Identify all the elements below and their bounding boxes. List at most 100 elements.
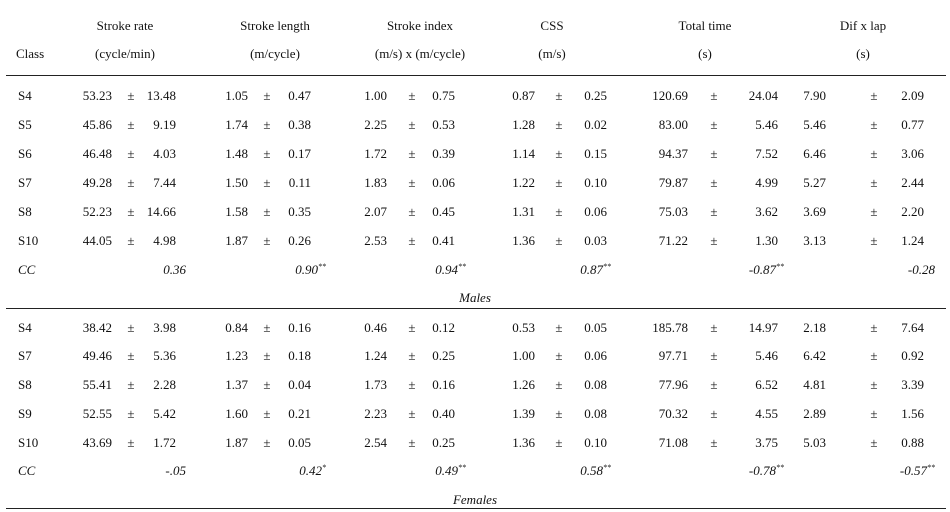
- sd-value: 0.12: [432, 320, 455, 335]
- sd-value: 0.88: [901, 435, 924, 450]
- sd-value: 1.72: [153, 435, 176, 450]
- mean-value: 4.81: [803, 377, 826, 392]
- class-cell: S5: [18, 117, 32, 132]
- mean-value: 1.05: [225, 88, 248, 103]
- plus-minus-sign: ±: [408, 146, 416, 161]
- sd-value: 5.46: [755, 117, 778, 132]
- sd-value: 14.97: [748, 320, 778, 335]
- cc-value: 0.90**: [246, 262, 326, 278]
- mean-value: 6.46: [803, 146, 826, 161]
- sd-value: 2.28: [153, 377, 176, 392]
- sd-value: 1.24: [901, 233, 924, 248]
- mean-value: 2.07: [364, 204, 387, 219]
- mean-value: 1.36: [512, 233, 535, 248]
- mean-value: 52.23: [82, 204, 112, 219]
- cc-number: 0.58: [580, 463, 603, 478]
- mean-value: 97.71: [658, 348, 688, 363]
- plus-minus-sign: ±: [127, 348, 135, 363]
- mean-value: 1.48: [225, 146, 248, 161]
- significance-marker: *: [322, 463, 326, 472]
- plus-minus-sign: ±: [710, 88, 718, 103]
- sd-value: 0.40: [432, 406, 455, 421]
- significance-marker: **: [927, 463, 935, 472]
- sd-value: 0.26: [288, 233, 311, 248]
- header-unit: (m/cycle): [250, 46, 300, 61]
- cc-value: -0.28: [855, 262, 935, 278]
- sd-value: 14.66: [146, 204, 176, 219]
- cc-value: -.05: [106, 463, 186, 479]
- sd-value: 0.02: [584, 117, 607, 132]
- sd-value: 0.38: [288, 117, 311, 132]
- class-cell: S10: [18, 233, 39, 248]
- sd-value: 3.06: [901, 146, 924, 161]
- plus-minus-sign: ±: [263, 146, 271, 161]
- cc-value: 0.94**: [386, 262, 466, 278]
- mean-value: 1.28: [512, 117, 535, 132]
- plus-minus-sign: ±: [555, 146, 563, 161]
- mean-value: 1.31: [512, 204, 535, 219]
- sd-value: 4.55: [755, 406, 778, 421]
- mean-value: 5.27: [803, 175, 826, 190]
- plus-minus-sign: ±: [555, 117, 563, 132]
- class-cell: S7: [18, 175, 32, 190]
- plus-minus-sign: ±: [408, 377, 416, 392]
- header-unit: (cycle/min): [95, 46, 155, 61]
- class-cell: S9: [18, 406, 32, 421]
- mean-value: 0.46: [364, 320, 387, 335]
- plus-minus-sign: ±: [870, 377, 878, 392]
- sd-value: 0.45: [432, 204, 455, 219]
- mean-value: 1.26: [512, 377, 535, 392]
- sd-value: 9.19: [153, 117, 176, 132]
- plus-minus-sign: ±: [710, 435, 718, 450]
- sd-value: 3.62: [755, 204, 778, 219]
- plus-minus-sign: ±: [870, 348, 878, 363]
- sd-value: 7.44: [153, 175, 176, 190]
- sd-value: 0.25: [432, 435, 455, 450]
- mean-value: 185.78: [652, 320, 688, 335]
- sd-value: 0.25: [432, 348, 455, 363]
- plus-minus-sign: ±: [263, 320, 271, 335]
- plus-minus-sign: ±: [263, 435, 271, 450]
- section-label: Males: [459, 290, 491, 305]
- sd-value: 6.52: [755, 377, 778, 392]
- mean-value: 38.42: [82, 320, 112, 335]
- plus-minus-sign: ±: [870, 435, 878, 450]
- class-cell: S4: [18, 320, 32, 335]
- sd-value: 5.42: [153, 406, 176, 421]
- sd-value: 0.92: [901, 348, 924, 363]
- header-title: Stroke index: [386, 18, 454, 33]
- plus-minus-sign: ±: [408, 406, 416, 421]
- sd-value: 0.39: [432, 146, 455, 161]
- sd-value: 24.04: [748, 88, 778, 103]
- header-unit: (m/s): [538, 46, 566, 61]
- cc-label: CC: [18, 262, 36, 277]
- mean-value: 1.58: [225, 204, 248, 219]
- mean-value: 79.87: [658, 175, 688, 190]
- plus-minus-sign: ±: [870, 146, 878, 161]
- plus-minus-sign: ±: [710, 146, 718, 161]
- sd-value: 0.08: [584, 377, 607, 392]
- sd-value: 0.10: [584, 175, 607, 190]
- mean-value: 46.48: [82, 146, 112, 161]
- plus-minus-sign: ±: [127, 117, 135, 132]
- significance-marker: **: [776, 463, 784, 472]
- mean-value: 1.22: [512, 175, 535, 190]
- cc-number: -0.57: [899, 463, 927, 478]
- mean-value: 5.46: [803, 117, 826, 132]
- mean-value: 1.60: [225, 406, 248, 421]
- plus-minus-sign: ±: [263, 175, 271, 190]
- sd-value: 0.18: [288, 348, 311, 363]
- mean-value: 1.73: [364, 377, 387, 392]
- sd-value: 0.05: [288, 435, 311, 450]
- mean-value: 55.41: [82, 377, 112, 392]
- plus-minus-sign: ±: [870, 88, 878, 103]
- plus-minus-sign: ±: [555, 377, 563, 392]
- mean-value: 71.08: [658, 435, 688, 450]
- plus-minus-sign: ±: [263, 406, 271, 421]
- plus-minus-sign: ±: [263, 348, 271, 363]
- plus-minus-sign: ±: [127, 88, 135, 103]
- header-unit: (s): [698, 46, 712, 61]
- mean-value: 71.22: [658, 233, 688, 248]
- mean-value: 43.69: [82, 435, 112, 450]
